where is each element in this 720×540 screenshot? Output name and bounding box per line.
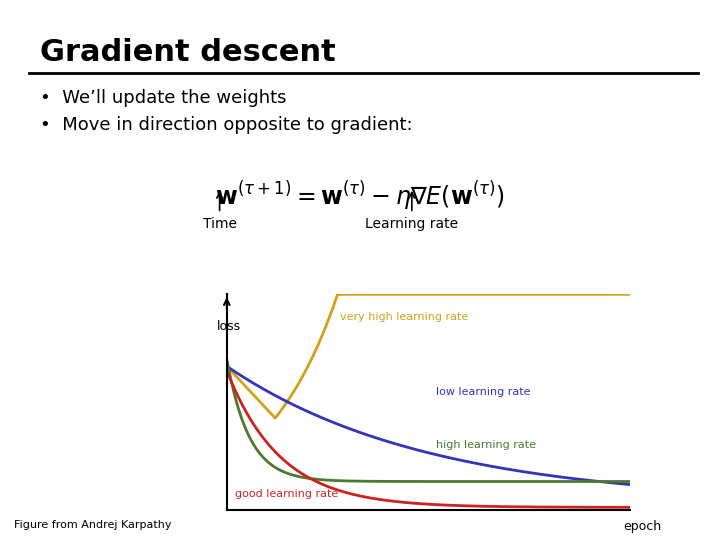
Text: Gradient descent: Gradient descent: [40, 38, 336, 67]
Text: loss: loss: [217, 320, 241, 333]
Text: •  Move in direction opposite to gradient:: • Move in direction opposite to gradient…: [40, 116, 413, 134]
Text: high learning rate: high learning rate: [436, 441, 536, 450]
Text: epoch: epoch: [623, 521, 661, 534]
Text: good learning rate: good learning rate: [235, 489, 338, 500]
Text: $\mathbf{w}^{(\tau+1)} = \mathbf{w}^{(\tau)} - \eta \nabla E(\mathbf{w}^{(\tau)}: $\mathbf{w}^{(\tau+1)} = \mathbf{w}^{(\t…: [215, 179, 505, 213]
Text: low learning rate: low learning rate: [436, 387, 531, 397]
Text: •  We’ll update the weights: • We’ll update the weights: [40, 89, 286, 107]
Text: Figure from Andrej Karpathy: Figure from Andrej Karpathy: [14, 520, 172, 530]
Text: Learning rate: Learning rate: [365, 217, 459, 231]
Text: very high learning rate: very high learning rate: [340, 312, 468, 322]
Text: Time: Time: [202, 217, 237, 231]
